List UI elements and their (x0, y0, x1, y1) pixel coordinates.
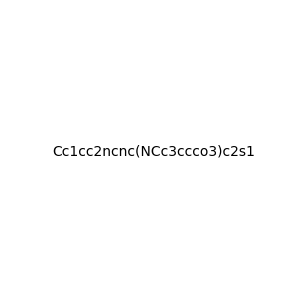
Text: Cc1cc2ncnc(NCc3ccco3)c2s1: Cc1cc2ncnc(NCc3ccco3)c2s1 (52, 145, 255, 158)
